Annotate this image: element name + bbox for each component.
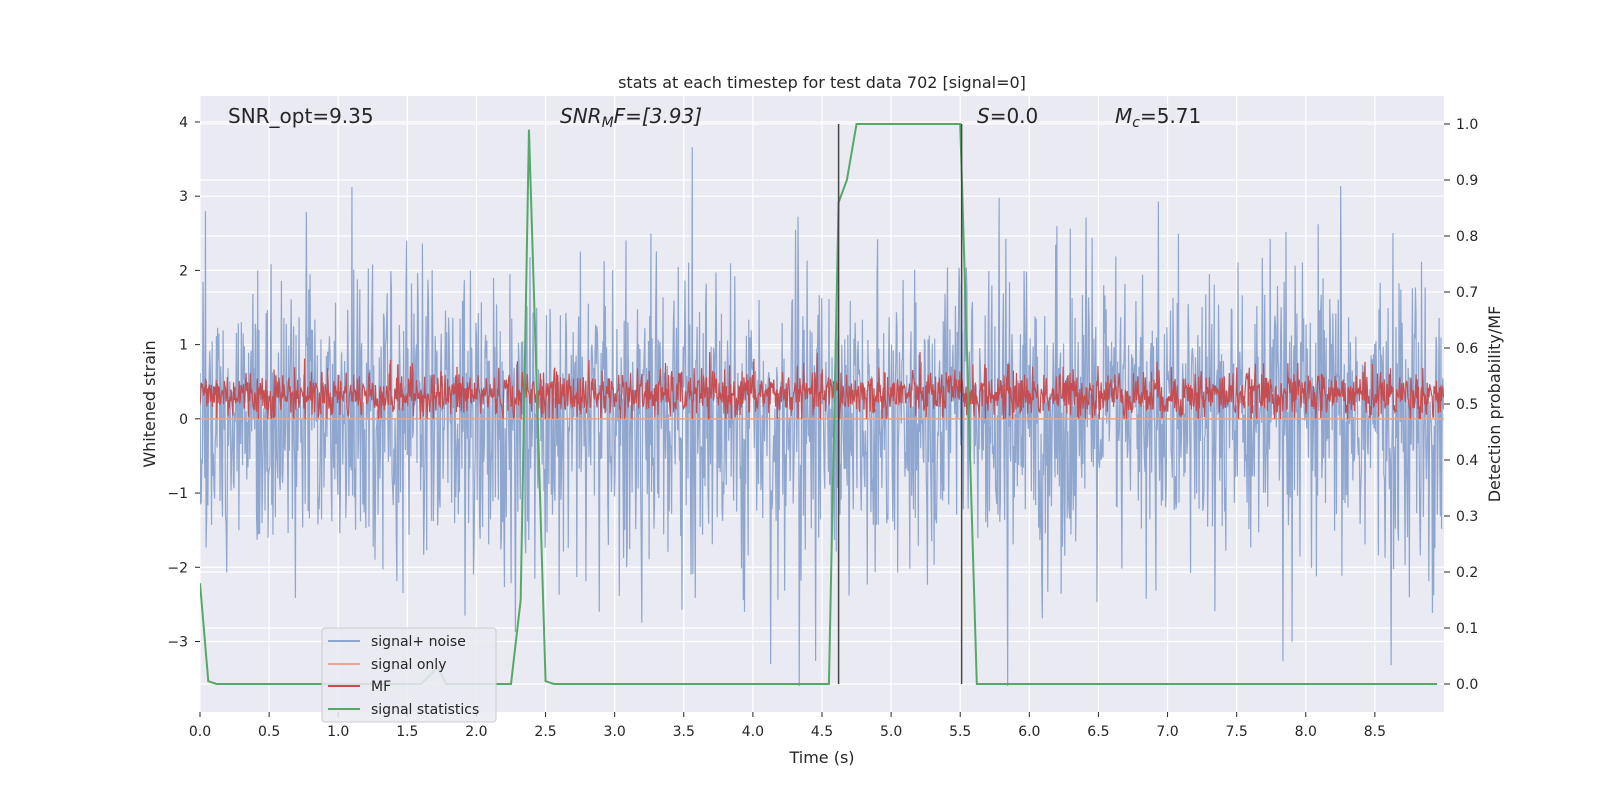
- series-mf: [200, 352, 1444, 420]
- chart-title: stats at each timestep for test data 702…: [618, 73, 1026, 92]
- y-tick-label: 1: [179, 338, 188, 354]
- y-tick-label: 4: [179, 115, 188, 131]
- y-right-tick-label: 0.9: [1456, 173, 1478, 189]
- x-tick-label: 3.5: [673, 724, 695, 740]
- x-tick-label: 1.5: [396, 724, 418, 740]
- x-tick-label: 2.0: [465, 724, 487, 740]
- y-tick-label: −2: [167, 560, 188, 576]
- annotation-snr-mf: SNRMF=[3.93]: [560, 104, 702, 131]
- x-tick-label: 0.5: [258, 724, 280, 740]
- y-axis-label: Whitened strain: [140, 340, 159, 467]
- x-tick-label: 4.5: [811, 724, 833, 740]
- legend: signal+ noise signal only MF signal stat…: [321, 627, 497, 723]
- y-right-tick-label: 0.0: [1456, 677, 1478, 693]
- x-tick-label: 6.0: [1018, 724, 1040, 740]
- legend-label-signal-only: signal only: [371, 657, 446, 673]
- y-axis-ticks: 4 3 2 1 0 −1 −2 −3: [167, 115, 200, 650]
- y-right-tick-label: 0.2: [1456, 565, 1478, 581]
- y-tick-label: −1: [167, 486, 188, 502]
- legend-box: [321, 627, 497, 723]
- y-right-axis-label: Detection probability/MF: [1485, 306, 1504, 503]
- x-tick-label: 1.0: [327, 724, 349, 740]
- series-signal-noise: [200, 147, 1444, 687]
- x-axis-label: Time (s): [788, 748, 854, 767]
- x-tick-label: 5.0: [880, 724, 902, 740]
- x-tick-label: 6.5: [1087, 724, 1109, 740]
- y-right-tick-label: 0.8: [1456, 229, 1478, 245]
- x-tick-label: 3.0: [604, 724, 626, 740]
- x-tick-label: 8.0: [1295, 724, 1317, 740]
- y-tick-label: −3: [167, 634, 188, 650]
- y-right-tick-label: 0.4: [1456, 453, 1478, 469]
- legend-label-signal-noise: signal+ noise: [371, 634, 466, 650]
- annotation-snr-opt: SNR_opt=9.35: [228, 104, 374, 128]
- legend-label-mf: MF: [371, 679, 391, 695]
- y-right-tick-label: 0.5: [1456, 397, 1478, 413]
- x-tick-label: 7.0: [1156, 724, 1178, 740]
- x-tick-label: 7.5: [1226, 724, 1248, 740]
- y-tick-label: 2: [179, 263, 188, 279]
- x-tick-label: 4.0: [742, 724, 764, 740]
- event-markers: [837, 124, 963, 684]
- y-right-tick-label: 0.3: [1456, 509, 1478, 525]
- x-tick-label: 0.0: [189, 724, 211, 740]
- x-tick-label: 5.5: [949, 724, 971, 740]
- y-right-tick-label: 0.6: [1456, 341, 1478, 357]
- annotation-mc: Mc=5.71: [1115, 104, 1201, 131]
- annotation-s: S=0.0: [977, 104, 1038, 128]
- x-axis-ticks: 0.0 0.5 1.0 1.5 2.0 2.5 3.0 3.5 4.0 4.5 5.0 5.5 6.0 6…: [189, 712, 1386, 740]
- y-right-tick-label: 0.1: [1456, 621, 1478, 637]
- x-tick-label: 2.5: [534, 724, 556, 740]
- legend-label-signal-statistics: signal statistics: [371, 702, 479, 718]
- y-right-axis-ticks: 1.0 0.9 0.8 0.7 0.6 0.5 0.4 0.3 0.2 0.1 0.0: [1444, 117, 1478, 693]
- y-tick-label: 0: [179, 412, 188, 428]
- y-tick-label: 3: [179, 189, 188, 205]
- y-right-tick-label: 1.0: [1456, 117, 1478, 133]
- y-right-tick-label: 0.7: [1456, 285, 1478, 301]
- x-tick-label: 8.5: [1364, 724, 1386, 740]
